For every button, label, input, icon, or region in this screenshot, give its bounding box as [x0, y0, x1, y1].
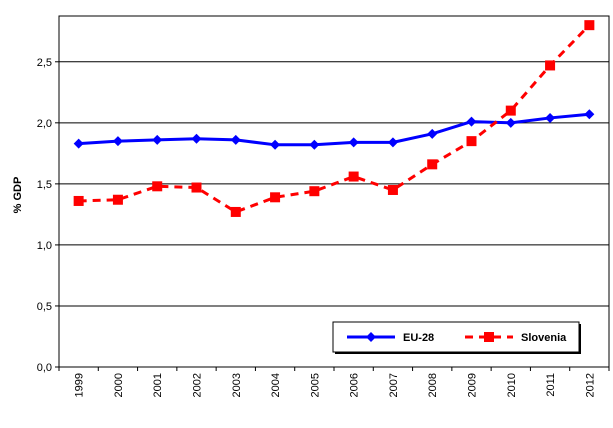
- data-point: [73, 195, 84, 206]
- data-point: [466, 116, 477, 127]
- y-axis-label: % GDP: [12, 177, 24, 214]
- series-1: [73, 20, 595, 217]
- x-tick-label: 2008: [427, 373, 439, 397]
- data-point: [73, 138, 84, 149]
- x-tick-label: 2002: [192, 373, 204, 397]
- data-point: [309, 186, 320, 197]
- legend-item: Slovenia: [465, 332, 567, 344]
- data-point: [112, 136, 123, 147]
- x-tick-label: 2001: [152, 373, 164, 397]
- legend-marker: [484, 332, 494, 342]
- data-point: [270, 192, 281, 203]
- legend-label: Slovenia: [521, 332, 567, 344]
- data-point: [348, 137, 359, 148]
- data-point: [387, 184, 398, 195]
- y-axis-ticks: 0,0 0,5 1,0 1,5 2,0 2,5: [37, 57, 59, 374]
- x-tick-label: 2004: [270, 373, 282, 397]
- y-tick-label: 2,5: [37, 57, 52, 69]
- data-point: [505, 105, 516, 116]
- data-point: [112, 194, 123, 205]
- data-point: [427, 159, 438, 170]
- x-tick-label: 2009: [467, 373, 479, 397]
- data-point: [230, 134, 241, 145]
- x-tick-label: 2010: [506, 373, 518, 397]
- data-point: [387, 137, 398, 148]
- x-tick-label: 2007: [388, 373, 400, 397]
- series-line: [78, 24, 591, 214]
- plot-area-frame: [58, 15, 610, 368]
- data-point: [505, 117, 516, 128]
- x-tick-label: 1999: [74, 373, 86, 397]
- y-tick-label: 2,0: [37, 118, 52, 130]
- x-tick-label: 2003: [231, 373, 243, 397]
- series-0: [73, 109, 595, 150]
- legend-label: EU-28: [403, 332, 434, 344]
- data-point: [230, 206, 241, 217]
- data-point: [584, 109, 595, 120]
- data-point: [152, 134, 163, 145]
- legend-marker: [366, 332, 376, 342]
- x-tick-label: 2000: [113, 373, 125, 397]
- x-axis-ticks: 1999 2000 2001 2002 2003 2004 2005 2006 2007 2008…: [58, 367, 610, 397]
- x-tick-label: 2012: [584, 373, 596, 397]
- data-point: [584, 20, 595, 31]
- x-tick-label: 2011: [545, 373, 557, 397]
- data-point: [270, 139, 281, 150]
- data-point: [309, 139, 320, 150]
- data-point: [545, 112, 556, 123]
- data-point: [152, 181, 163, 192]
- data-point: [191, 182, 202, 193]
- x-tick-label: 2006: [349, 373, 361, 397]
- legend-item: EU-28: [347, 332, 434, 344]
- data-point: [545, 60, 556, 71]
- data-point: [348, 171, 359, 182]
- series-layer: [73, 20, 595, 217]
- series-line: [78, 112, 590, 147]
- y-tick-label: 1,5: [37, 179, 52, 191]
- x-tick-label: 2005: [309, 373, 321, 397]
- data-point: [427, 128, 438, 139]
- y-tick-label: 0,0: [37, 362, 52, 374]
- y-tick-label: 0,5: [37, 301, 52, 313]
- data-point: [466, 136, 477, 147]
- legend: EU-28 Slovenia: [332, 321, 581, 354]
- y-tick-label: 1,0: [37, 240, 52, 252]
- data-point: [191, 133, 202, 144]
